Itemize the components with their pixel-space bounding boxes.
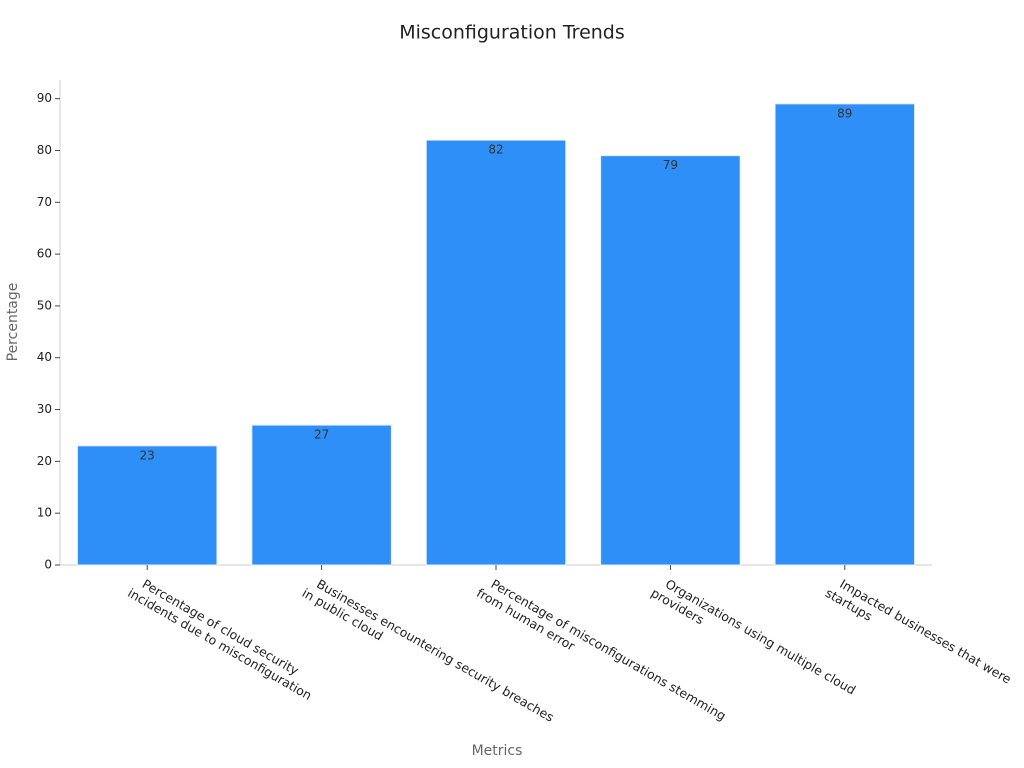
chart-title: Misconfiguration Trends (399, 22, 625, 44)
y-axis-title: Percentage (5, 283, 21, 362)
value-label: 82 (488, 143, 503, 157)
y-tick-label: 10 (37, 506, 52, 520)
y-tick-label: 40 (37, 350, 52, 364)
bar (774, 103, 916, 566)
x-tick-label-line: Percentage of cloud security (140, 576, 302, 678)
bar (251, 424, 392, 566)
value-label: 27 (314, 428, 329, 442)
y-tick-label: 0 (44, 558, 52, 572)
value-label: 89 (837, 106, 852, 120)
value-label: 79 (663, 158, 678, 172)
x-tick-label-line: incidents due to misconfiguration (126, 585, 315, 703)
x-tick-label: Percentage of cloud securityincidents du… (126, 572, 323, 703)
y-tick-label: 80 (37, 143, 52, 157)
bar (425, 139, 567, 566)
value-label: 23 (140, 448, 155, 462)
y-tick-label: 50 (37, 298, 52, 312)
bar (600, 155, 741, 566)
y-tick-label: 30 (37, 402, 52, 416)
y-tick-label: 20 (37, 454, 52, 468)
x-axis-title: Metrics (472, 743, 523, 759)
x-tick-label-line: Impacted businesses that were (838, 576, 1015, 687)
y-tick-label: 60 (37, 247, 52, 261)
y-tick-label: 70 (37, 195, 52, 209)
bar (76, 445, 218, 566)
y-tick-label: 90 (37, 91, 52, 105)
